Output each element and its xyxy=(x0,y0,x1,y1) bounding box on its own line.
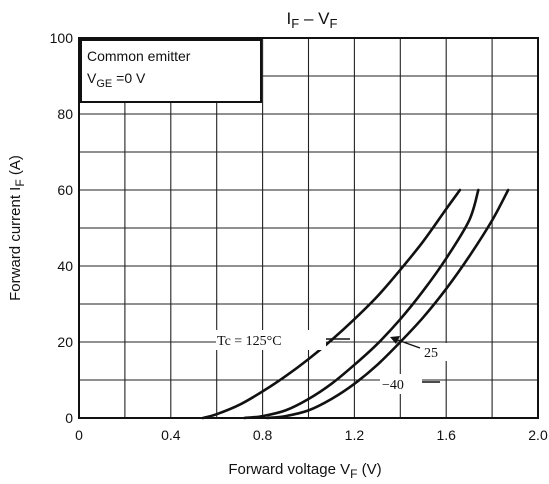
y-tick-label: 60 xyxy=(57,182,73,198)
series-line-3 xyxy=(265,188,510,420)
y-tick-labels: 0 20 40 60 80 100 xyxy=(50,30,74,426)
y-tick-label: 40 xyxy=(57,258,73,274)
y-tick-label: 100 xyxy=(50,30,74,46)
y-tick-label: 20 xyxy=(57,334,73,350)
annotations: Tc = 125°C 25 −40 xyxy=(216,330,448,394)
label-minus-40: −40 xyxy=(382,378,404,393)
x-tick-label: 1.6 xyxy=(436,427,456,443)
y-axis-title: Forward current IF (A) xyxy=(7,155,27,301)
legend-box: Common emitter VGE =0 V xyxy=(80,39,262,103)
x-tick-label: 0.4 xyxy=(161,427,181,443)
chart-title: IF – VF xyxy=(287,9,338,31)
label-25-arrowhead xyxy=(390,336,400,344)
series-line-2 xyxy=(242,188,480,420)
x-tick-label: 0 xyxy=(75,427,83,443)
curves xyxy=(201,188,510,420)
series-line-1 xyxy=(201,188,462,420)
x-axis-title: Forward voltage VF (V) xyxy=(228,461,381,481)
y-tick-label: 80 xyxy=(57,106,73,122)
plot-frame xyxy=(78,37,539,419)
x-tick-labels: 0 0.4 0.8 1.2 1.6 2.0 xyxy=(75,427,548,443)
tc-125-label: Tc = 125°C xyxy=(217,334,282,349)
legend-line-1: Common emitter xyxy=(87,48,191,64)
legend-line-2: VGE =0 V xyxy=(87,70,146,90)
y-tick-label: 0 xyxy=(65,410,73,426)
x-tick-label: 2.0 xyxy=(528,427,548,443)
label-25: 25 xyxy=(424,346,438,361)
x-tick-label: 1.2 xyxy=(345,427,365,443)
x-tick-label: 0.8 xyxy=(253,427,273,443)
